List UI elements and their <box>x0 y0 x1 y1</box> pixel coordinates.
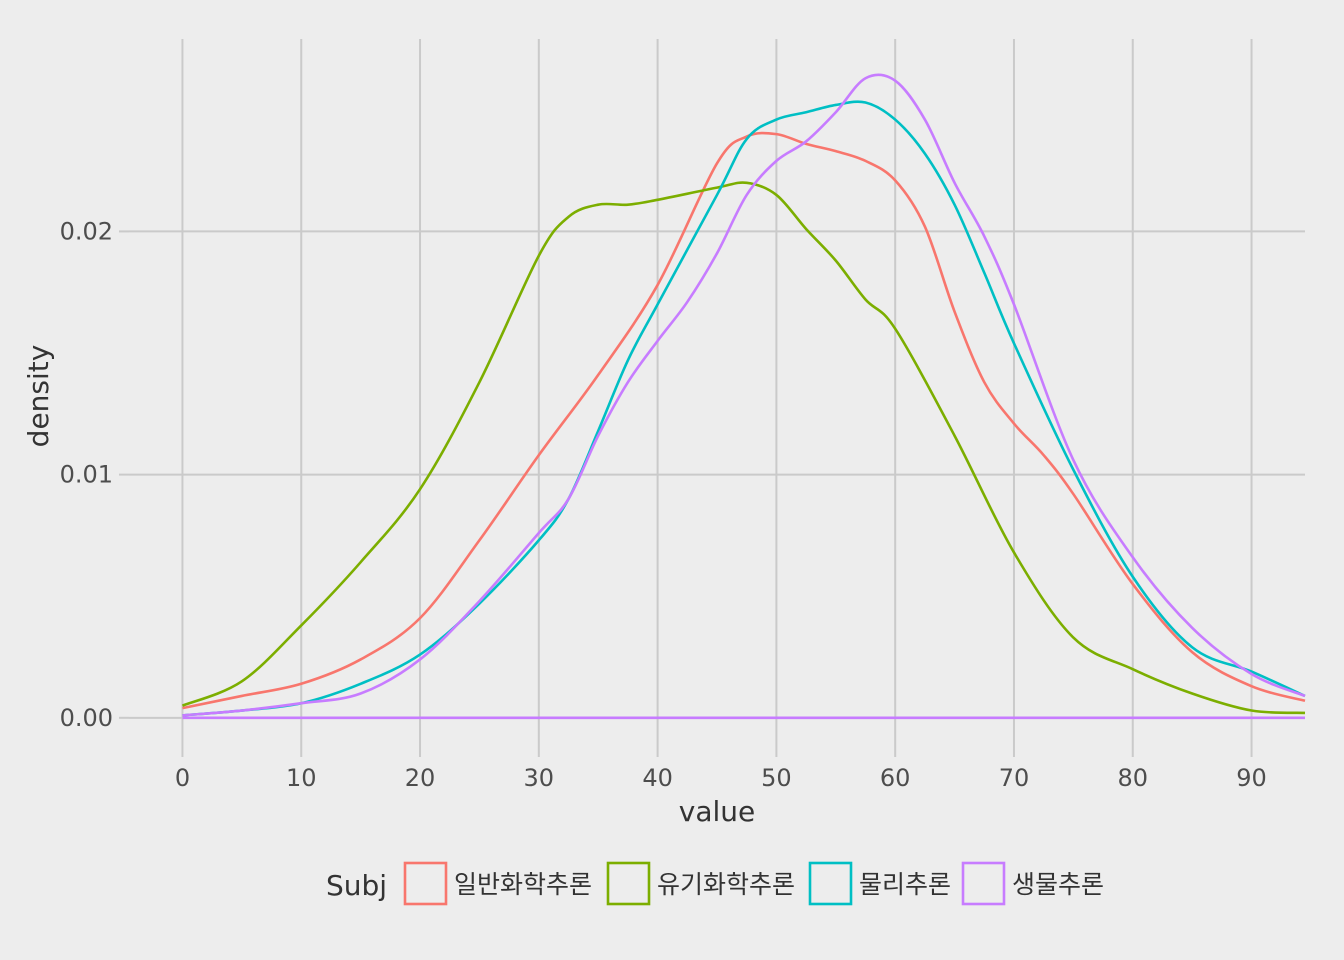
y-tick-label: 0.00 <box>60 704 113 732</box>
density-curve-3 <box>182 100 1306 717</box>
legend-key-1 <box>403 861 448 906</box>
x-tick-label: 80 <box>1117 764 1148 792</box>
y-tick-label: 0.02 <box>60 217 113 245</box>
legend-key-4 <box>961 861 1006 906</box>
density-curves <box>181 73 1306 717</box>
legend-label-1: 일반화학추론 <box>454 870 592 899</box>
legend-key-3 <box>808 861 853 906</box>
legend-label-3: 물리추론 <box>859 870 951 899</box>
density-curve-2 <box>181 181 1306 715</box>
legend-title: Subj <box>326 869 387 902</box>
legend-label-2: 유기화학추론 <box>657 870 795 899</box>
density-curve-4 <box>182 73 1306 717</box>
density-curve-1 <box>182 131 1306 710</box>
x-tick-label: 90 <box>1236 764 1267 792</box>
x-tick-label: 50 <box>761 764 792 792</box>
x-tick-label: 10 <box>286 764 317 792</box>
x-tick-label: 0 <box>175 764 190 792</box>
x-tick-label: 30 <box>524 764 555 792</box>
x-tick-label: 40 <box>642 764 673 792</box>
x-axis-ticks: 0 10 20 30 40 50 60 70 80 90 <box>175 747 1267 792</box>
grid-lines <box>129 39 1305 747</box>
y-axis-title: density <box>22 345 55 448</box>
legend-key-2 <box>606 861 651 906</box>
legend-label-4: 생물추론 <box>1012 870 1104 899</box>
legend: Subj 일반화학추론 유기화학추론 물리추론 생물추론 <box>326 861 1104 906</box>
y-axis-ticks: 0.00 0.01 0.02 <box>60 217 129 732</box>
x-tick-label: 70 <box>999 764 1030 792</box>
x-axis-title: value <box>679 795 755 828</box>
x-tick-label: 20 <box>405 764 436 792</box>
x-tick-label: 60 <box>880 764 911 792</box>
y-tick-label: 0.01 <box>60 461 113 489</box>
